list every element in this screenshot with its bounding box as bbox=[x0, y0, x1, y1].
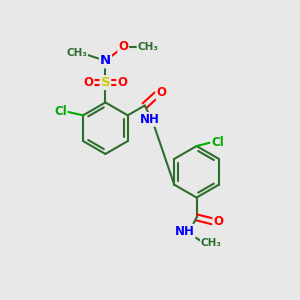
Text: NH: NH bbox=[140, 113, 160, 126]
Text: CH₃: CH₃ bbox=[66, 48, 87, 58]
Text: Cl: Cl bbox=[211, 136, 224, 148]
Text: O: O bbox=[117, 76, 127, 89]
Text: O: O bbox=[213, 215, 224, 228]
Text: S: S bbox=[100, 76, 110, 89]
Text: NH: NH bbox=[175, 225, 195, 238]
Text: Cl: Cl bbox=[54, 105, 67, 118]
Text: N: N bbox=[100, 54, 111, 67]
Text: CH₃: CH₃ bbox=[201, 238, 222, 248]
Text: CH₃: CH₃ bbox=[137, 42, 158, 52]
Text: O: O bbox=[84, 76, 94, 89]
Text: O: O bbox=[157, 86, 166, 99]
Text: O: O bbox=[118, 40, 128, 53]
